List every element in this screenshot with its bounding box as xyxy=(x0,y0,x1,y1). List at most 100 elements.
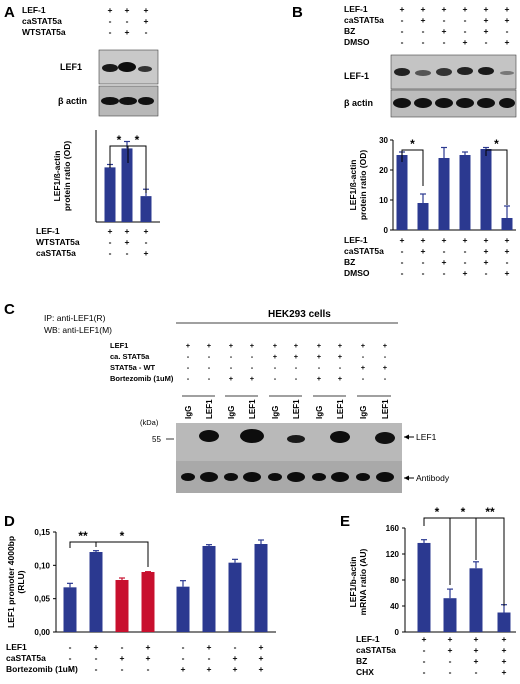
panel-a-top-sign: + xyxy=(125,27,130,37)
panel-a-bottom-sign: + xyxy=(125,237,130,247)
panel-b-y-tick-label: 20 xyxy=(379,166,388,175)
panel-b-top-sign: - xyxy=(464,15,467,25)
panel-b-bottom-sign: - xyxy=(401,268,404,278)
panel-b-blot: LEF-1 β actin xyxy=(344,54,517,118)
panel-b-bottom-row-label: LEF-1 xyxy=(344,235,368,245)
panel-b-top-sign: + xyxy=(421,15,426,25)
panel-d-rows-sign: + xyxy=(233,653,238,663)
panel-c-sign: + xyxy=(317,374,322,383)
panel-c-sign: + xyxy=(338,341,343,350)
panel-e-bar xyxy=(443,598,457,632)
panel-b-bottom-sign: + xyxy=(442,235,447,245)
panel-b-blot-label-lef1: LEF-1 xyxy=(344,71,369,81)
panel-d-bar xyxy=(254,544,268,632)
panel-c-lane-label: LEF1 xyxy=(248,399,257,419)
panel-b-bottom-row-label: DMSO xyxy=(344,268,370,278)
panel-c-row-label: STAT5a - WT xyxy=(110,363,156,372)
panel-d-rows-sign: + xyxy=(259,642,264,652)
panel-c-kda-marker: 55 xyxy=(152,435,161,444)
panel-c-lane-label: IgG xyxy=(227,406,236,419)
panel-c-row-label: LEF1 xyxy=(110,341,128,350)
panel-e-rows-sign: + xyxy=(502,656,507,666)
panel-c-sign: - xyxy=(384,352,387,361)
panel-b-bottom-sign: - xyxy=(485,268,488,278)
panel-b-y-tick-label: 10 xyxy=(379,196,388,205)
panel-e-bar xyxy=(497,612,511,632)
panel-d-significance-bracket xyxy=(95,541,149,567)
panel-b-bottom-row-label: BZ xyxy=(344,257,355,267)
panel-d-rows-sign: + xyxy=(207,642,212,652)
panel-c-sign: + xyxy=(207,341,212,350)
panel-c-sign: - xyxy=(208,363,211,372)
panel-b-significance-star: * xyxy=(410,137,415,151)
panel-b-top-sign: + xyxy=(505,15,510,25)
panel-e-rows-sign: - xyxy=(449,656,452,666)
panel-b-bottom-sign: + xyxy=(505,235,510,245)
panel-e-rows-sign: + xyxy=(474,634,479,644)
panel-a-top-sign: + xyxy=(144,5,149,15)
panel-b-bar xyxy=(396,155,408,230)
panel-c-lane-label: LEF1 xyxy=(205,399,214,419)
panel-b-top-sign: - xyxy=(401,37,404,47)
panel-d-rows-sign: + xyxy=(233,664,238,674)
panel-b-top-sign: - xyxy=(422,37,425,47)
panel-d-bar xyxy=(89,552,103,632)
panel-c-ip-line: IP: anti-LEF1(R) xyxy=(44,313,106,323)
panel-b-top-sign: + xyxy=(442,4,447,14)
panel-e-rows-sign: + xyxy=(448,634,453,644)
panel-c-sign: - xyxy=(295,363,298,372)
panel-a-bottom-sign: + xyxy=(144,226,149,236)
panel-c-kda-label: (kDa) xyxy=(140,418,159,427)
panel-letter-a: A xyxy=(4,4,15,21)
panel-c-sign: - xyxy=(208,374,211,383)
panel-e-rows-sign: + xyxy=(502,634,507,644)
panel-e-rows-sign: - xyxy=(449,667,452,677)
panel-c-sign: + xyxy=(361,363,366,372)
panel-b-bottom-sign: - xyxy=(464,246,467,256)
panel-a-bottom-sign: + xyxy=(108,226,113,236)
panel-b-bottom-sign: - xyxy=(464,257,467,267)
panel-c-sign: + xyxy=(294,352,299,361)
panel-a-bottom-row-label: LEF-1 xyxy=(36,226,60,236)
panel-d-rows-sign: + xyxy=(207,664,212,674)
panel-d-rows-sign: + xyxy=(181,664,186,674)
panel-b-top-sign: + xyxy=(484,26,489,36)
panel-e-rows-sign: + xyxy=(502,667,507,677)
panel-c-row-label: ca. STAT5a xyxy=(110,352,150,361)
panel-c-sign: - xyxy=(187,352,190,361)
panel-b-significance-bracket xyxy=(485,149,508,205)
panel-e-y-label: LEF1/b-actinmRNA ratio (AU) xyxy=(348,548,368,615)
panel-c-lane-label: LEF1 xyxy=(381,399,390,419)
panel-c-sign: + xyxy=(273,341,278,350)
panel-c-sign: - xyxy=(318,363,321,372)
panel-b-significance-bracket xyxy=(401,149,424,186)
panel-d-rows-sign: - xyxy=(69,664,72,674)
panel-c-sign: - xyxy=(362,374,365,383)
panel-a-y-label: LEF1/ß-actinprotein ratio (OD) xyxy=(52,141,72,212)
panel-d-rows-sign: - xyxy=(69,642,72,652)
panel-a-top-row-label: LEF-1 xyxy=(22,5,46,15)
panel-a-bottom-sign: - xyxy=(109,248,112,258)
panel-c-lane-label: IgG xyxy=(315,406,324,419)
panel-b-bottom-sign: + xyxy=(463,268,468,278)
panel-b-bottom-sign: + xyxy=(505,268,510,278)
panel-b-bottom-sign: - xyxy=(401,246,404,256)
panel-a-top-row-label: caSTAT5a xyxy=(22,16,62,26)
panel-a-bottom-sign: - xyxy=(126,248,129,258)
panel-c-sign: - xyxy=(295,374,298,383)
panel-d-rows-row-label: Bortezomib (1uM) xyxy=(6,664,78,674)
panel-a-bar xyxy=(104,167,116,222)
panel-e-rows-sign: + xyxy=(448,645,453,655)
panel-b-bottom-sign: - xyxy=(401,257,404,267)
panel-b-top-row-label: BZ xyxy=(344,26,355,36)
panel-d-rows-sign: + xyxy=(120,653,125,663)
panel-d-rows-sign: - xyxy=(147,664,150,674)
panel-d-significance-star: ** xyxy=(78,529,88,543)
panel-e-rows-sign: + xyxy=(474,645,479,655)
panel-b-bottom-sign: + xyxy=(400,235,405,245)
panel-b-bottom-sign: + xyxy=(421,246,426,256)
panel-d-bar xyxy=(202,546,216,632)
panel-d-y-tick-label: 0,05 xyxy=(34,595,50,604)
panel-letter-b: B xyxy=(292,4,303,21)
panel-b-bottom-sign: + xyxy=(484,257,489,267)
